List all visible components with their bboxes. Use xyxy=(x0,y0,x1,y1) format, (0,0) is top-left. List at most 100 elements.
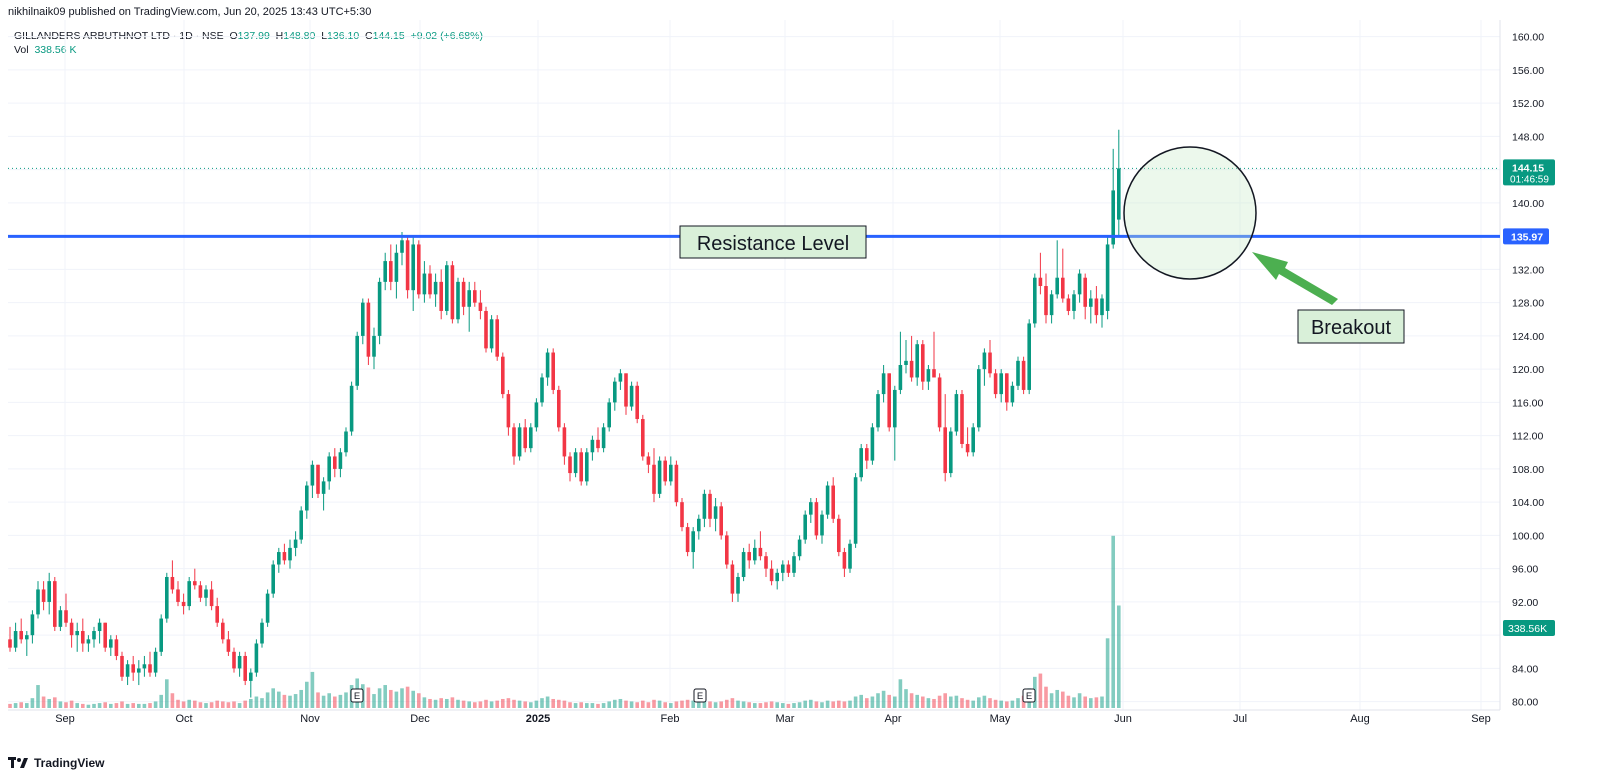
candle xyxy=(501,352,505,399)
candle-body xyxy=(814,502,819,536)
candle xyxy=(1083,273,1087,320)
candle xyxy=(596,427,600,453)
volume-bar xyxy=(501,698,505,708)
candle-body xyxy=(338,452,343,469)
candle xyxy=(736,572,740,602)
candle-body xyxy=(417,244,421,295)
volume-bar xyxy=(204,703,208,708)
candle xyxy=(316,464,320,499)
candle xyxy=(797,535,802,561)
volume-bar xyxy=(484,699,488,708)
candle-body xyxy=(187,581,191,607)
earnings-marker-label: E xyxy=(354,691,360,702)
candle-body xyxy=(506,394,511,428)
candle-body xyxy=(489,319,494,349)
candle xyxy=(249,668,253,698)
price-axis[interactable]: 80.00 84.00 92.00 96.00 100.00 104.00 108.00 11… xyxy=(1512,32,1544,709)
candle-body xyxy=(355,335,359,386)
candle xyxy=(562,423,567,465)
candle xyxy=(333,448,337,478)
volume-label[interactable]: Vol xyxy=(14,44,29,56)
candle xyxy=(993,369,998,399)
candle-body xyxy=(557,389,561,428)
volume-bar xyxy=(53,697,57,708)
volume-bar xyxy=(97,703,102,708)
candle-body xyxy=(730,564,735,594)
candle-body xyxy=(445,265,449,311)
time-axis[interactable]: Sep Oct Nov Dec 2025 Feb Mar Apr May Jun Jul Aug Sep xyxy=(55,713,1491,725)
candle-body xyxy=(1027,323,1031,390)
candle-body xyxy=(232,651,236,669)
candle xyxy=(92,626,96,648)
volume-bar xyxy=(439,698,443,708)
volume-label-bg xyxy=(1503,620,1555,636)
volume-bar xyxy=(405,686,410,708)
candle xyxy=(1111,148,1115,249)
candle-body xyxy=(25,635,29,640)
candle xyxy=(8,626,12,652)
candle-body xyxy=(758,547,763,557)
candle xyxy=(355,331,359,390)
volume-bar xyxy=(848,700,852,708)
candle-body xyxy=(909,360,914,378)
tradingview-brand: TradingView xyxy=(8,756,104,770)
volume-bar xyxy=(282,694,287,708)
candle xyxy=(657,456,662,499)
y-tick-label: 152.00 xyxy=(1512,98,1544,110)
candle xyxy=(69,618,74,648)
volume-bar xyxy=(131,703,135,708)
candle xyxy=(943,394,947,482)
volume-bar xyxy=(601,703,606,708)
candle-body xyxy=(305,485,309,511)
candle xyxy=(747,543,751,569)
candle xyxy=(109,635,113,656)
candle-body xyxy=(926,369,931,382)
candle xyxy=(1010,381,1015,407)
candle-body xyxy=(887,373,891,428)
candle-body xyxy=(484,310,488,349)
last-price-label-bg xyxy=(1503,159,1555,186)
candle xyxy=(601,423,606,453)
candle-body xyxy=(344,431,348,453)
volume-bar xyxy=(831,701,835,708)
y-tick-label: 148.00 xyxy=(1512,131,1544,143)
candle xyxy=(394,244,399,299)
candle xyxy=(512,423,516,465)
volume-bar xyxy=(1077,693,1082,708)
candle-body xyxy=(635,385,639,420)
volume-bar xyxy=(394,691,399,708)
candle xyxy=(893,385,897,461)
candle-body xyxy=(1105,244,1110,311)
publisher-line: nikhilnaik09 published on TradingView.co… xyxy=(8,6,372,18)
volume-bar xyxy=(909,693,914,708)
candle-body xyxy=(13,631,18,648)
candle-body xyxy=(971,427,975,453)
candle-body xyxy=(114,639,119,656)
volume-value: 338.56 K xyxy=(34,44,77,56)
candle xyxy=(557,385,561,432)
candle xyxy=(618,369,623,390)
candle xyxy=(473,281,477,307)
candle-body xyxy=(333,456,337,469)
candle-body xyxy=(473,290,477,303)
candle-body xyxy=(669,464,673,482)
volume-bar xyxy=(495,700,499,708)
candle xyxy=(1049,290,1054,324)
volume-bar xyxy=(1117,605,1121,708)
symbol-name[interactable]: GILLANDERS ARBUTHNOT LTD · 1D · NSE xyxy=(14,30,224,42)
volume-bar xyxy=(971,700,975,708)
volume-bar xyxy=(243,700,247,708)
volume-bar xyxy=(960,698,964,708)
volume-bar xyxy=(81,703,85,708)
candle-body xyxy=(613,381,617,403)
candle-body xyxy=(1044,286,1048,316)
volume-bar xyxy=(937,695,942,708)
candle xyxy=(663,456,667,486)
volume-bar xyxy=(338,694,343,708)
candle-body xyxy=(876,394,880,428)
volume-bar xyxy=(13,703,18,708)
candle xyxy=(814,498,819,540)
candle xyxy=(932,331,936,378)
